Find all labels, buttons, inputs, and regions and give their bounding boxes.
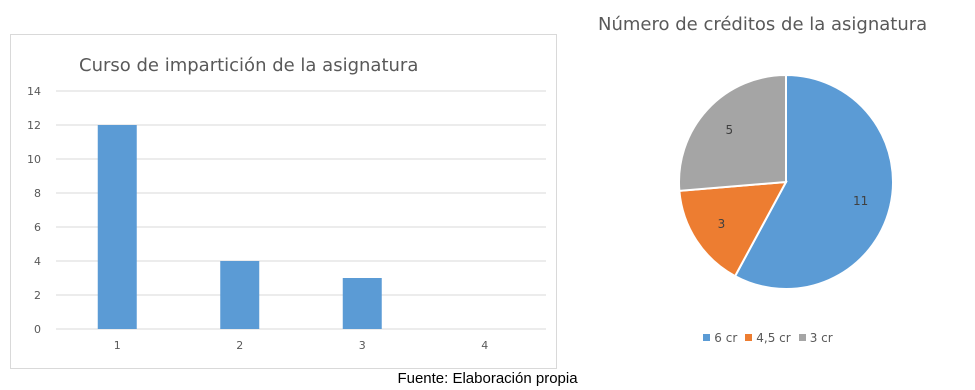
bar <box>342 278 382 329</box>
legend-label: 4,5 cr <box>756 331 791 345</box>
pie-chart-title: Número de créditos de la asignatura <box>598 14 928 35</box>
y-tick-label: 14 <box>27 85 41 98</box>
legend-item: 4,5 cr <box>745 331 791 345</box>
pie-data-label: 3 <box>718 217 726 231</box>
y-tick-label: 12 <box>27 119 41 132</box>
x-tick-label: 2 <box>236 339 243 352</box>
legend-label: 6 cr <box>714 331 738 345</box>
bar-chart-title: Curso de impartición de la asignatura <box>79 55 419 76</box>
pie-chart-svg: 11 3 5 <box>678 73 894 290</box>
legend-swatch <box>745 334 753 341</box>
pie-slice <box>678 180 788 278</box>
x-tick-label: 1 <box>114 339 121 352</box>
bar <box>220 261 260 329</box>
bar <box>97 125 137 329</box>
x-tick-label: 4 <box>481 339 488 352</box>
pie-data-label: 11 <box>853 194 868 208</box>
pie-slice <box>678 73 787 192</box>
figure-caption: Fuente: Elaboración propia <box>397 370 578 387</box>
legend-item: 3 cr <box>798 331 833 345</box>
legend-label: 3 cr <box>809 331 833 345</box>
y-tick-label: 2 <box>34 289 41 302</box>
pie-chart-panel: Número de créditos de la asignatura 11 3 5… <box>568 0 968 367</box>
legend-swatch <box>703 334 711 341</box>
y-tick-label: 6 <box>34 221 41 234</box>
x-tick-label: 3 <box>359 339 366 352</box>
y-tick-label: 8 <box>34 187 41 200</box>
bar-chart-panel: Curso de impartición de la asignatura 0 2… <box>10 34 557 369</box>
pie-slice <box>733 73 894 290</box>
y-tick-label: 10 <box>27 153 41 166</box>
legend-item: 6 cr <box>703 331 737 345</box>
pie-data-label: 5 <box>725 123 733 137</box>
y-tick-label: 0 <box>34 323 41 336</box>
pie-legend: 6 cr 4,5 cr 3 cr <box>568 331 968 345</box>
legend-swatch <box>798 334 806 341</box>
y-tick-label: 4 <box>34 255 41 268</box>
